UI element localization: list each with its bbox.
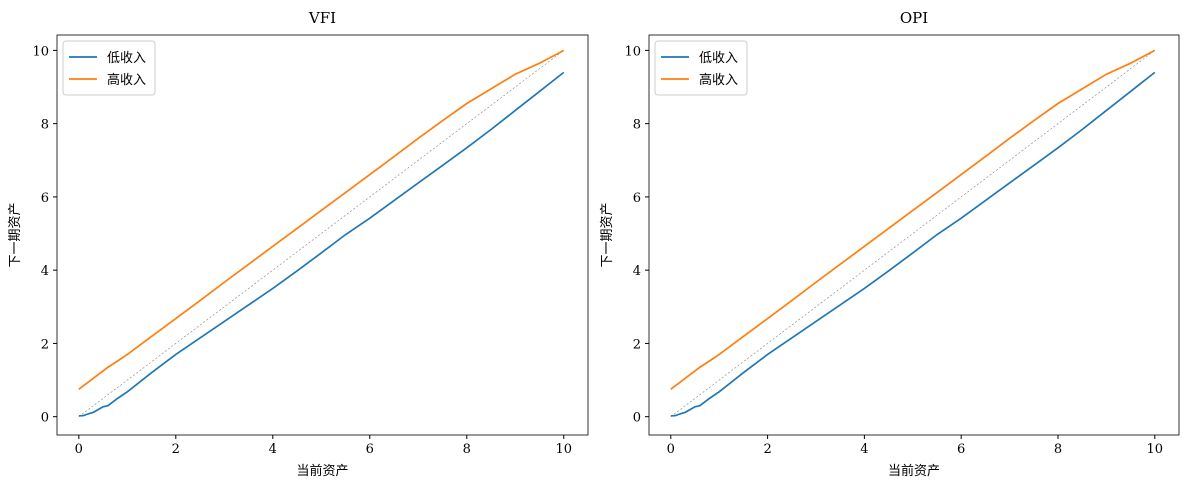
- x-axis-label: 当前资产: [888, 463, 940, 479]
- legend-label: 低收入: [699, 51, 738, 66]
- series-line: [78, 49, 565, 390]
- x-tick-label: 2: [763, 442, 771, 457]
- series-line: [670, 49, 1156, 390]
- x-axis-label: 当前资产: [296, 463, 348, 479]
- plot-frame: [56, 34, 589, 436]
- x-tick-label: 4: [860, 442, 868, 457]
- y-tick-label: 4: [41, 264, 49, 279]
- y-tick-label: 0: [633, 411, 641, 426]
- legend-label: 高收入: [107, 72, 146, 88]
- series-line: [670, 71, 1156, 417]
- x-tick-label: 4: [269, 442, 277, 457]
- legend-label: 高收入: [699, 72, 738, 88]
- x-tick-label: 10: [555, 442, 572, 457]
- plot-frame: [648, 34, 1180, 436]
- y-tick-label: 6: [633, 191, 641, 206]
- diagonal-line: [78, 50, 564, 417]
- y-axis-label: 下一期资产: [600, 202, 615, 267]
- x-tick-label: 10: [1147, 442, 1164, 457]
- x-tick-label: 6: [366, 442, 374, 457]
- y-axis-label: 下一期资产: [8, 202, 23, 267]
- x-tick-label: 8: [463, 442, 471, 457]
- y-tick-label: 2: [41, 337, 49, 352]
- x-tick-label: 6: [957, 442, 965, 457]
- chart-title: VFI: [308, 9, 336, 27]
- legend-box: [654, 40, 748, 96]
- y-tick-label: 8: [41, 118, 49, 133]
- y-tick-label: 0: [41, 411, 49, 426]
- x-tick-label: 8: [1054, 442, 1062, 457]
- y-tick-label: 6: [41, 191, 49, 206]
- y-tick-label: 4: [633, 264, 641, 279]
- y-tick-label: 8: [633, 118, 641, 133]
- chart-title: OPI: [900, 9, 928, 27]
- x-tick-label: 0: [75, 442, 83, 457]
- x-tick-label: 2: [172, 442, 180, 457]
- y-tick-label: 10: [32, 44, 49, 59]
- y-tick-label: 10: [624, 44, 641, 59]
- legend-box: [62, 40, 156, 96]
- diagonal-line: [670, 50, 1155, 417]
- y-tick-label: 2: [633, 337, 641, 352]
- series-line: [78, 71, 565, 417]
- legend-label: 低收入: [107, 51, 146, 66]
- x-tick-label: 0: [667, 442, 675, 457]
